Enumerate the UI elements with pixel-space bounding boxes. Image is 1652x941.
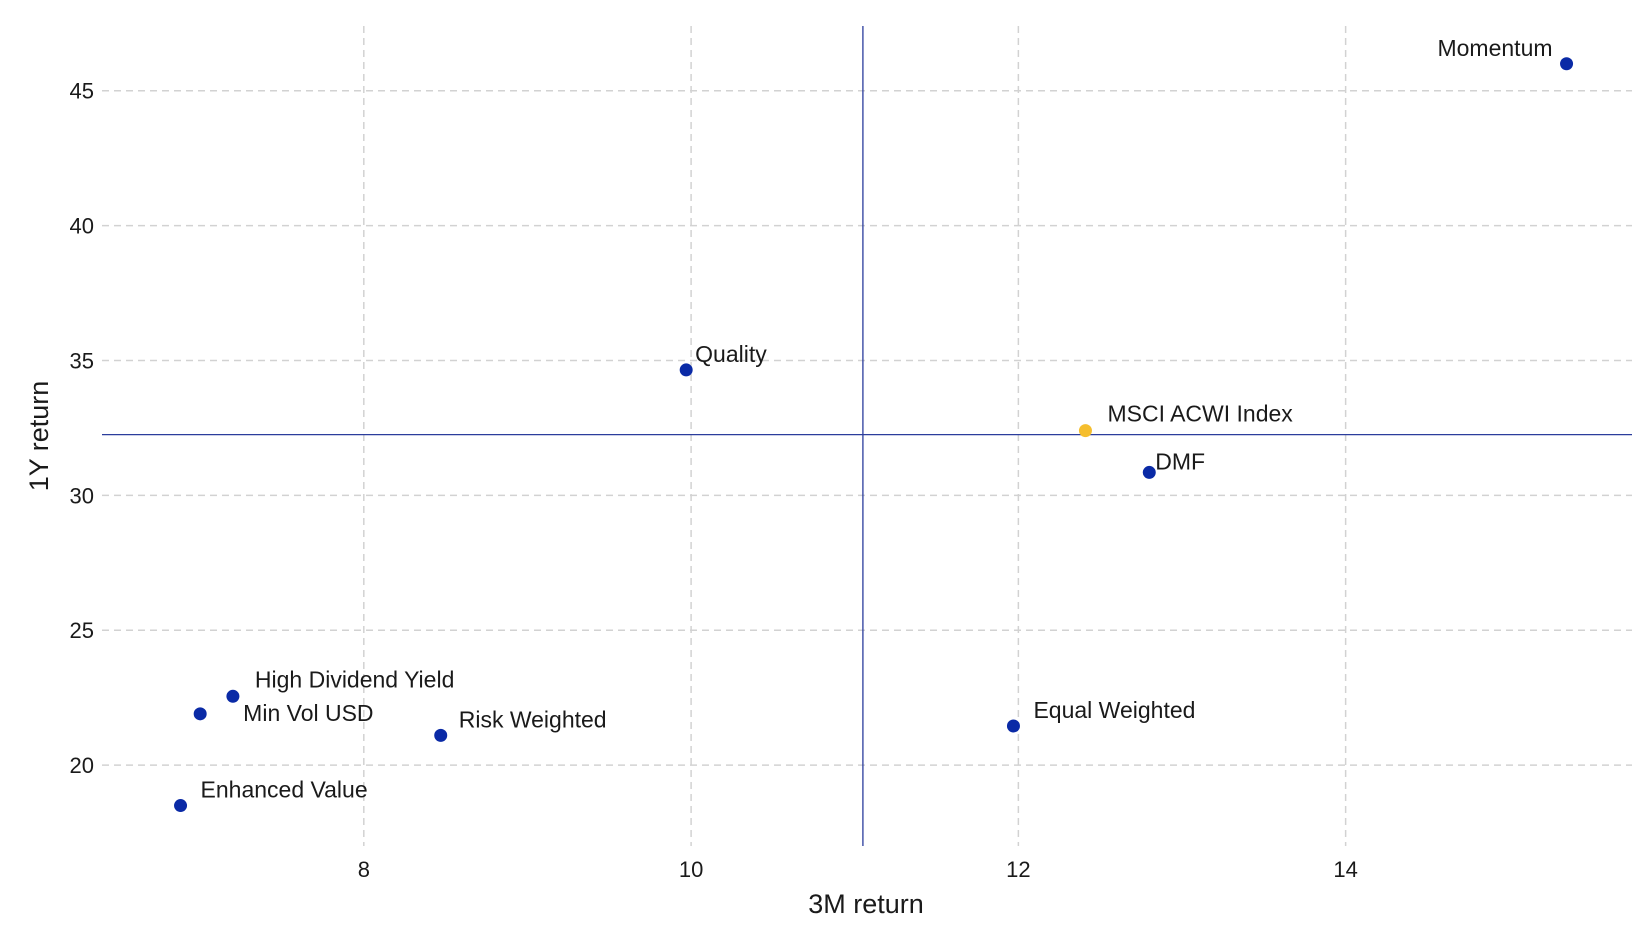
point-label: Min Vol USD xyxy=(243,700,373,726)
point-label: Enhanced Value xyxy=(201,777,368,803)
x-tick-label: 14 xyxy=(1333,857,1357,882)
point-label: Risk Weighted xyxy=(459,706,607,732)
data-point xyxy=(1560,57,1574,71)
highlight-point xyxy=(1078,424,1092,438)
point-label: Quality xyxy=(695,341,767,367)
point-label: Equal Weighted xyxy=(1033,697,1195,723)
point-label: High Dividend Yield xyxy=(255,666,454,692)
grid-layer xyxy=(102,26,1632,846)
x-tick-label: 10 xyxy=(679,857,703,882)
reference-lines xyxy=(102,26,1632,846)
x-axis-title: 3M return xyxy=(808,889,924,919)
tick-labels: 8 10 12 14 20 25 30 35 40 45 xyxy=(70,79,1358,882)
point-labels: Momentum Quality MSCI ACWI Index DMF High Di… xyxy=(201,35,1553,803)
data-points xyxy=(174,57,1574,813)
data-point xyxy=(434,728,448,742)
x-tick-label: 8 xyxy=(358,857,370,882)
data-point xyxy=(1142,465,1156,479)
y-axis-title: 1Y return xyxy=(24,381,54,492)
x-tick-label: 12 xyxy=(1006,857,1030,882)
data-point xyxy=(679,363,693,377)
point-label: DMF xyxy=(1155,448,1205,474)
data-point xyxy=(1006,719,1020,733)
data-point xyxy=(193,707,207,721)
y-tick-label: 35 xyxy=(70,348,94,373)
y-tick-label: 20 xyxy=(70,753,94,778)
y-tick-label: 25 xyxy=(70,618,94,643)
data-point xyxy=(226,689,240,703)
point-label: MSCI ACWI Index xyxy=(1107,401,1293,427)
y-tick-label: 40 xyxy=(70,214,94,239)
y-tick-label: 30 xyxy=(70,483,94,508)
data-point xyxy=(174,799,188,813)
point-label: Momentum xyxy=(1437,35,1552,61)
y-tick-label: 45 xyxy=(70,79,94,104)
